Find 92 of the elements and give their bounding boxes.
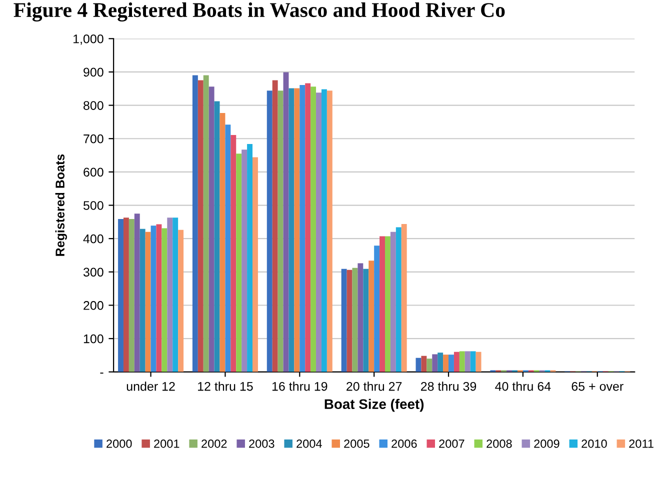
legend-label: 2003 <box>249 440 274 448</box>
bar <box>396 227 402 372</box>
x-tick-label: 16 thru 19 <box>272 382 328 391</box>
bar <box>214 101 220 372</box>
x-tick-label: under 12 <box>126 382 175 391</box>
bar <box>341 268 347 372</box>
bar <box>454 352 460 372</box>
x-tick-label: 40 thru 64 <box>495 382 551 391</box>
legend-label: 2008 <box>486 440 512 448</box>
bar <box>346 270 352 372</box>
y-tick-label: 1,000 <box>74 34 104 45</box>
legend-label: 2001 <box>154 440 180 448</box>
bar <box>220 112 226 372</box>
bar <box>470 351 476 372</box>
bar <box>321 89 327 372</box>
bar <box>162 228 168 372</box>
legend-label: 2002 <box>202 440 227 448</box>
bar <box>283 72 289 372</box>
bar <box>316 92 322 372</box>
bar <box>448 354 454 372</box>
bar <box>326 90 332 372</box>
legend-label: 2009 <box>534 440 560 448</box>
bar <box>352 268 358 372</box>
bar <box>390 232 396 372</box>
bar <box>476 352 482 372</box>
y-tick-label: 100 <box>84 334 104 344</box>
bar <box>432 354 438 372</box>
bar <box>358 263 364 372</box>
bar <box>464 351 470 372</box>
legend-label: 2004 <box>296 440 322 448</box>
y-tick-label: 900 <box>84 68 104 77</box>
bar <box>247 144 253 372</box>
bar <box>167 218 173 372</box>
bar <box>459 351 465 372</box>
legend-label: 2007 <box>439 440 464 448</box>
bar <box>252 157 258 372</box>
legend-label: 2000 <box>106 440 132 448</box>
bar <box>198 80 204 372</box>
bar <box>438 352 444 372</box>
bar <box>203 75 209 372</box>
bar <box>288 88 294 372</box>
bar <box>310 86 316 372</box>
y-tick-label: 500 <box>83 201 104 210</box>
legend-label: 2006 <box>392 440 417 448</box>
bar <box>208 86 214 372</box>
bar <box>421 356 427 372</box>
bar <box>374 246 380 372</box>
y-tick-label: 800 <box>84 101 104 110</box>
y-tick-label: 400 <box>83 234 104 244</box>
y-tick-label: 200 <box>84 301 104 310</box>
y-tick-label: 600 <box>84 168 104 177</box>
x-axis-title: Boat Size (feet) <box>324 398 424 412</box>
x-tick-label: 20 thru 27 <box>346 382 402 391</box>
bar <box>140 228 146 372</box>
chart-title: Figure 4 Registered Boats in Wasco and Hood River Co <box>14 2 505 22</box>
y-tick-label: 700 <box>84 134 104 144</box>
bar <box>172 218 178 372</box>
bar <box>123 218 129 372</box>
legend-label: 2011 <box>629 440 654 448</box>
bar <box>294 88 300 372</box>
x-tick-label: 28 thru 39 <box>421 382 476 391</box>
bar <box>192 75 198 372</box>
bar <box>128 218 134 372</box>
bar <box>145 232 151 372</box>
y-tick-label: 300 <box>83 268 104 277</box>
bar <box>266 90 272 372</box>
legend-label: 2010 <box>582 440 607 448</box>
y-tick-label: - <box>100 372 104 374</box>
legend-label: 2005 <box>344 440 370 448</box>
bar <box>272 80 278 372</box>
bar <box>236 154 242 372</box>
bar <box>363 268 369 372</box>
bar <box>242 150 248 372</box>
x-tick-label: 65 + over <box>572 382 624 391</box>
bar <box>278 90 284 372</box>
bar <box>305 83 311 372</box>
bar <box>134 214 140 372</box>
bar <box>150 226 156 372</box>
y-axis-title: Registered Boats <box>55 154 68 256</box>
bar <box>443 354 449 372</box>
bar <box>368 260 374 372</box>
bar <box>230 134 236 372</box>
bar <box>380 236 385 372</box>
bar <box>300 84 306 372</box>
bar <box>118 218 124 372</box>
bar <box>225 124 231 372</box>
bar <box>178 230 184 372</box>
bar <box>384 236 390 372</box>
bar <box>426 358 432 372</box>
bar <box>401 224 407 372</box>
bar <box>156 224 162 372</box>
x-tick-label: 12 thru 15 <box>198 382 253 391</box>
